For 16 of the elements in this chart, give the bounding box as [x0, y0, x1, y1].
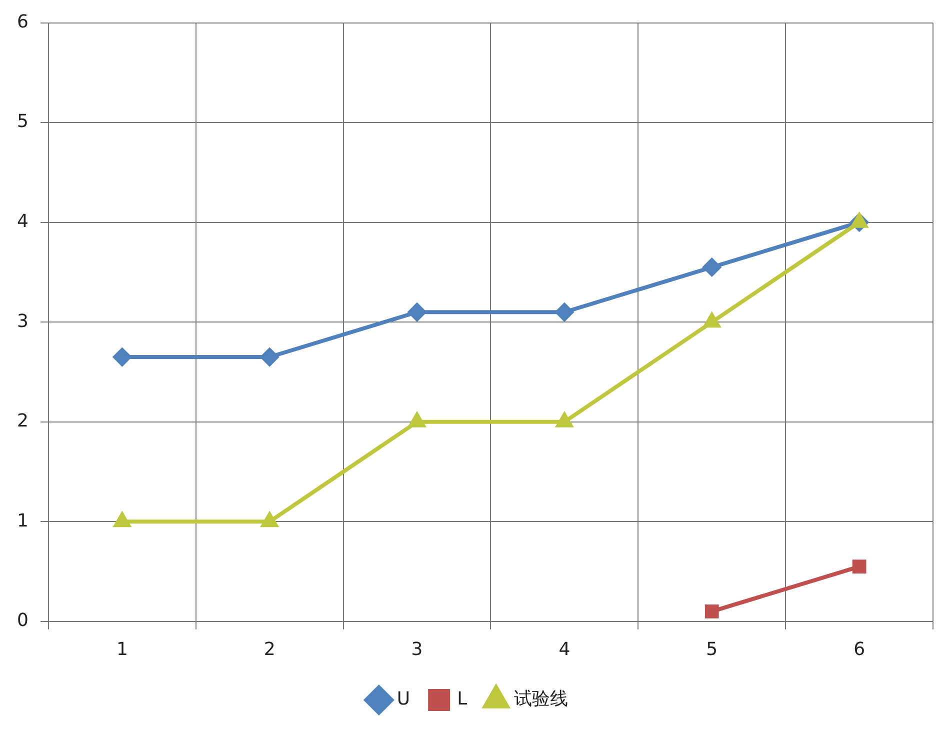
y-tick-label: 6 [17, 11, 28, 32]
y-tick-label: 1 [17, 510, 28, 532]
legend-label: U [396, 688, 410, 710]
x-tick-label: 4 [558, 638, 570, 660]
x-tick-label: 5 [706, 638, 718, 660]
x-tick-label: 6 [854, 638, 866, 660]
y-tick-label: 3 [17, 310, 28, 332]
legend-label: L [457, 688, 468, 710]
y-tick-label: 5 [17, 111, 28, 132]
y-tick-label: 2 [17, 410, 28, 432]
y-tick-label: 0 [17, 610, 28, 632]
x-tick-label: 1 [116, 638, 128, 660]
y-tick-label: 4 [17, 211, 28, 232]
x-tick-label: 2 [264, 638, 276, 660]
legend-label: 试验线 [514, 688, 568, 710]
x-tick-label: 3 [411, 638, 423, 660]
